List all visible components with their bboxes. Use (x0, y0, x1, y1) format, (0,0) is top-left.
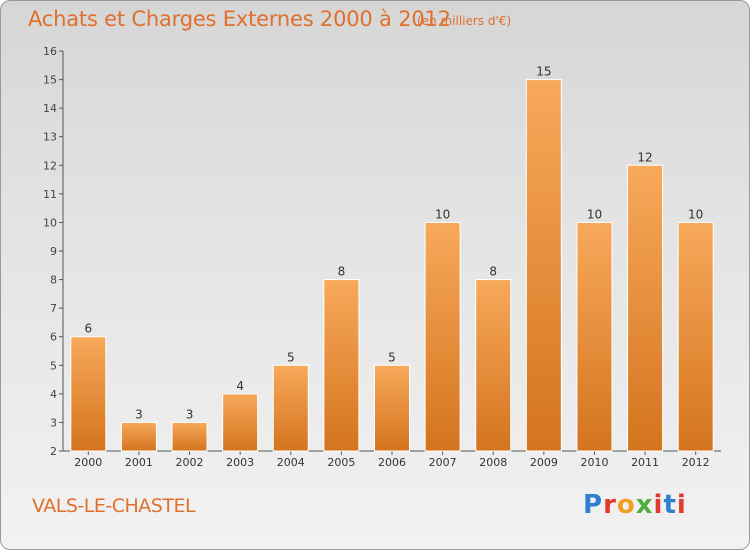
chart-title: Achats et Charges Externes 2000 à 2012 (28, 7, 451, 31)
bar-value-label: 5 (388, 350, 396, 364)
y-tick-label: 14 (43, 102, 57, 115)
y-tick-label: 15 (43, 74, 57, 87)
x-tick-label: 2004 (277, 456, 305, 469)
y-tick-label: 13 (43, 131, 57, 144)
bar-value-label: 4 (236, 379, 244, 393)
logo-letter: i (676, 490, 687, 520)
y-tick-label: 2 (50, 445, 57, 458)
y-tick-label: 3 (50, 416, 57, 429)
bar (120, 421, 157, 452)
x-tick-label: 2001 (125, 456, 153, 469)
logo-letter: i (653, 490, 664, 520)
bar (70, 336, 107, 452)
bar (424, 221, 461, 452)
bar (323, 279, 360, 452)
bar-value-label: 6 (84, 322, 92, 336)
x-tick-label: 2009 (530, 456, 558, 469)
x-tick-label: 2000 (74, 456, 102, 469)
x-tick-label: 2007 (429, 456, 457, 469)
bar-value-label: 12 (637, 150, 652, 164)
y-tick-label: 6 (50, 331, 57, 344)
y-tick-label: 9 (50, 245, 57, 258)
chart-subtitle: (en milliers d'€) (417, 14, 512, 28)
bar (627, 164, 664, 452)
y-tick-label: 11 (43, 188, 57, 201)
bar (171, 421, 208, 452)
y-tick-label: 12 (43, 159, 57, 172)
bar (525, 79, 562, 452)
logo-letter: r (603, 490, 617, 520)
x-tick-label: 2011 (631, 456, 659, 469)
commune-name: VALS-LE-CHASTEL (32, 495, 196, 517)
logo-letter: t (663, 490, 677, 520)
bars: 6 3 3 4 5 8 5 10 8 15 10 12 10 (70, 65, 714, 452)
y-tick-label: 16 (43, 45, 57, 58)
y-tick-label: 10 (43, 216, 57, 229)
x-tick-label: 2010 (580, 456, 608, 469)
x-axis: 2000 2001 2002 2003 2004 2005 2006 2007 2008 2009… (63, 450, 721, 469)
x-tick-label: 2012 (682, 456, 710, 469)
x-tick-label: 2008 (479, 456, 507, 469)
bar (272, 364, 309, 452)
bar (475, 279, 512, 452)
y-tick-label: 5 (50, 359, 57, 372)
y-tick-label: 4 (50, 388, 57, 401)
bar-value-label: 8 (489, 265, 497, 279)
bar-value-label: 10 (587, 207, 602, 221)
bar (576, 221, 613, 452)
proxiti-logo[interactable]: Proxiti (583, 490, 687, 520)
x-tick-label: 2005 (327, 456, 355, 469)
bar (374, 364, 410, 452)
bar-value-label: 10 (435, 207, 450, 221)
bar-value-label: 8 (338, 265, 346, 279)
y-axis: 2 3 4 5 6 7 8 9 10 11 12 13 14 15 16 (43, 45, 64, 458)
bar-value-label: 5 (287, 350, 295, 364)
logo-letter: o (616, 490, 636, 520)
x-tick-label: 2003 (226, 456, 254, 469)
y-tick-label: 7 (50, 302, 57, 315)
bar (222, 393, 259, 452)
bar-value-label: 3 (186, 407, 194, 421)
bar-value-label: 3 (135, 407, 143, 421)
bar (677, 221, 714, 452)
y-tick-label: 8 (50, 274, 57, 287)
x-tick-label: 2006 (378, 456, 406, 469)
bar-value-label: 15 (536, 65, 551, 79)
bar-value-label: 10 (688, 207, 703, 221)
logo-letter: P (583, 490, 604, 520)
logo-letter: x (635, 490, 654, 520)
x-tick-label: 2002 (176, 456, 204, 469)
